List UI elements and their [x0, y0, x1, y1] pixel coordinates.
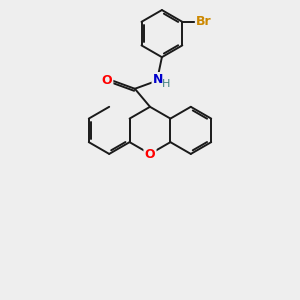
Text: O: O: [145, 148, 155, 161]
Text: H: H: [162, 79, 170, 89]
Text: N: N: [153, 73, 163, 86]
Text: Br: Br: [196, 15, 212, 28]
Text: O: O: [101, 74, 112, 87]
